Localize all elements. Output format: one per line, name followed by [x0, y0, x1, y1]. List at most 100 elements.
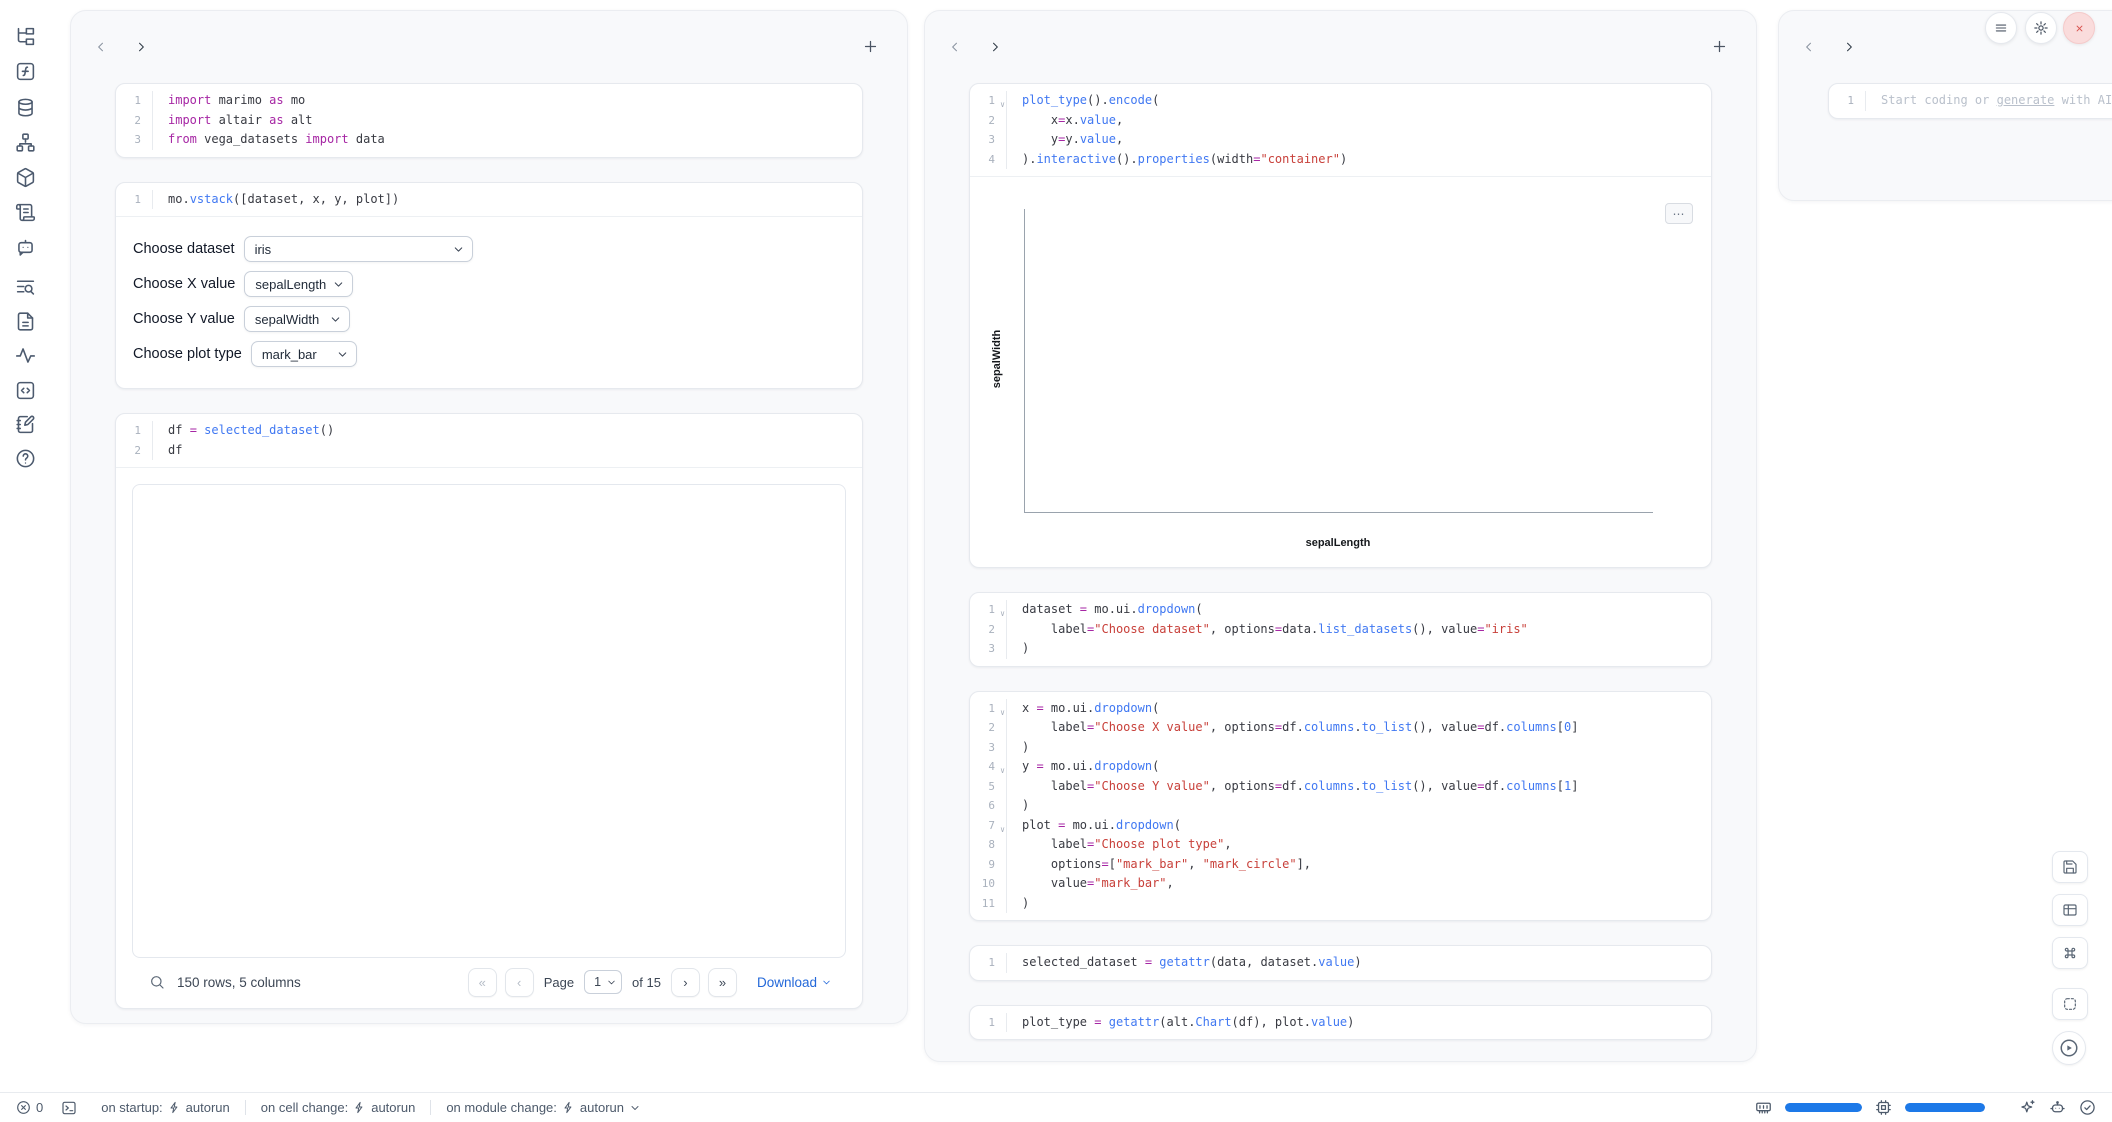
- file-text-icon[interactable]: [12, 308, 38, 334]
- on-cell-change-setting[interactable]: on cell change: autorun: [261, 1100, 416, 1115]
- plot-type-select[interactable]: mark_bar: [251, 341, 357, 367]
- column-back-button[interactable]: [1799, 37, 1819, 57]
- vstack-output: Choose dataset iris Choose X value sepal…: [116, 216, 862, 388]
- on-startup-setting[interactable]: on startup: autorun: [101, 1100, 230, 1115]
- menu-button[interactable]: [1985, 12, 2017, 44]
- dataset-select[interactable]: iris: [244, 236, 473, 262]
- check-circle-icon[interactable]: [2079, 1099, 2096, 1116]
- database-icon[interactable]: [12, 94, 38, 120]
- code-line: 4).interactive().properties(width="conta…: [970, 150, 1711, 170]
- cell-selected-dataset: 1selected_dataset = getattr(data, datase…: [969, 945, 1712, 981]
- line-number: 2: [970, 620, 1007, 640]
- chart-x-axis-title: sepalLength: [1024, 537, 1652, 549]
- code-line: 2 label="Choose dataset", options=data.l…: [970, 620, 1711, 640]
- divider: [430, 1100, 431, 1115]
- last-page-button[interactable]: »: [708, 968, 737, 997]
- code-editor[interactable]: 1∨plot_type().encode(2 x=x.value,3 y=y.v…: [970, 84, 1711, 176]
- line-number: 1: [116, 421, 153, 441]
- chart-menu-button[interactable]: ⋯: [1665, 203, 1693, 224]
- column-forward-button[interactable]: [131, 37, 151, 57]
- cell-empty-ai: 1 Start coding or generate with AI: [1828, 83, 2112, 119]
- cpu-usage-meter: [1905, 1103, 1985, 1112]
- column-back-button[interactable]: [91, 37, 111, 57]
- line-number: 7∨: [970, 816, 1007, 836]
- function-square-icon[interactable]: [12, 58, 38, 84]
- x-value-select[interactable]: sepalLength: [244, 271, 353, 297]
- plot-type-row: Choose plot type mark_bar: [133, 341, 844, 367]
- y-value-select[interactable]: sepalWidth: [244, 306, 350, 332]
- settings-button[interactable]: [2025, 12, 2057, 44]
- package-box-icon[interactable]: [12, 164, 38, 190]
- column-back-button[interactable]: [945, 37, 965, 57]
- help-circle-icon[interactable]: [12, 445, 38, 471]
- add-cell-button[interactable]: [859, 35, 881, 57]
- code-editor[interactable]: 1selected_dataset = getattr(data, datase…: [970, 946, 1711, 980]
- scroll-text-icon[interactable]: [12, 199, 38, 225]
- file-tree-icon[interactable]: [12, 23, 38, 49]
- table-icon: [2062, 902, 2078, 918]
- code-editor[interactable]: 1plot_type = getattr(alt.Chart(df), plot…: [970, 1006, 1711, 1040]
- text-search-icon[interactable]: [12, 273, 38, 299]
- keyboard-shortcuts-button[interactable]: [2052, 937, 2088, 969]
- search-icon[interactable]: [149, 974, 165, 990]
- code-line: 11): [970, 894, 1711, 914]
- error-count: 0: [36, 1100, 43, 1115]
- editor-placeholder: Start coding or generate with AI: [1866, 91, 2112, 111]
- terminal-icon: [61, 1100, 77, 1116]
- snippets-code-icon[interactable]: [12, 377, 38, 403]
- code-editor[interactable]: 1df = selected_dataset()2df: [116, 414, 862, 467]
- code-editor[interactable]: 1 Start coding or generate with AI: [1829, 84, 2112, 118]
- page-select[interactable]: 1: [584, 970, 622, 994]
- scratchpad-button[interactable]: [2052, 988, 2088, 1020]
- code-editor[interactable]: 1∨dataset = mo.ui.dropdown(2 label="Choo…: [970, 593, 1711, 666]
- code-line: 2import altair as alt: [116, 111, 862, 131]
- terminal-button[interactable]: [61, 1100, 77, 1116]
- line-number: 2: [116, 111, 153, 131]
- cell-vstack: 1mo.vstack([dataset, x, y, plot]) Choose…: [115, 182, 863, 390]
- activity-icon[interactable]: [12, 342, 38, 368]
- cell-plot-type: 1plot_type = getattr(alt.Chart(df), plot…: [969, 1005, 1712, 1041]
- shutdown-button[interactable]: [2063, 12, 2095, 44]
- network-icon[interactable]: [12, 129, 38, 155]
- code-line: 9 options=["mark_bar", "mark_circle"],: [970, 855, 1711, 875]
- notebook-pen-icon[interactable]: [12, 411, 38, 437]
- ai-sparkles-icon[interactable]: [2019, 1099, 2036, 1116]
- run-all-button[interactable]: [2052, 1031, 2086, 1065]
- add-cell-button[interactable]: [1708, 35, 1730, 57]
- line-number: 1: [970, 1013, 1007, 1033]
- line-number: 3: [116, 130, 153, 150]
- plot-type-label: Choose plot type: [133, 346, 242, 362]
- error-count-button[interactable]: 0: [16, 1100, 43, 1115]
- chart-plot-area[interactable]: [1024, 209, 1653, 513]
- setting-value: autorun: [186, 1100, 230, 1115]
- dataframe-output: 150 rows, 5 columns « ‹ Page 1 of 15 › »: [116, 467, 862, 1008]
- generate-link[interactable]: generate: [1997, 93, 2055, 107]
- code-line: 3from vega_datasets import data: [116, 130, 862, 150]
- column-forward-button[interactable]: [985, 37, 1005, 57]
- table-view-button[interactable]: [2052, 894, 2088, 926]
- altair-chart[interactable]: sepalWidth sepalLength ⋯: [970, 177, 1711, 567]
- code-line: 1df = selected_dataset(): [116, 421, 862, 441]
- divider: [245, 1100, 246, 1115]
- notebook-column-1: 1import marimo as mo2import altair as al…: [70, 10, 908, 1024]
- on-module-change-setting[interactable]: on module change: autorun: [446, 1100, 641, 1115]
- first-page-button[interactable]: «: [468, 968, 497, 997]
- code-editor[interactable]: 1import marimo as mo2import altair as al…: [116, 84, 862, 157]
- code-editor[interactable]: 1∨x = mo.ui.dropdown(2 label="Choose X v…: [970, 692, 1711, 921]
- chevron-down-icon: [336, 348, 349, 361]
- plot-type-select-value: mark_bar: [262, 347, 317, 362]
- line-number: 1: [1829, 91, 1866, 111]
- dataset-label: Choose dataset: [133, 241, 235, 257]
- save-button[interactable]: [2052, 851, 2088, 883]
- code-line: 2 label="Choose X value", options=df.col…: [970, 718, 1711, 738]
- chat-bot-icon[interactable]: [12, 234, 38, 260]
- play-circle-icon: [2059, 1038, 2079, 1058]
- previous-page-button[interactable]: ‹: [505, 968, 534, 997]
- zap-icon: [168, 1101, 181, 1114]
- download-button[interactable]: Download: [757, 975, 832, 990]
- code-editor[interactable]: 1mo.vstack([dataset, x, y, plot]): [116, 183, 862, 217]
- column-forward-button[interactable]: [1839, 37, 1859, 57]
- cpu-icon: [1875, 1099, 1892, 1116]
- next-page-button[interactable]: ›: [671, 968, 700, 997]
- robot-icon[interactable]: [2049, 1099, 2066, 1116]
